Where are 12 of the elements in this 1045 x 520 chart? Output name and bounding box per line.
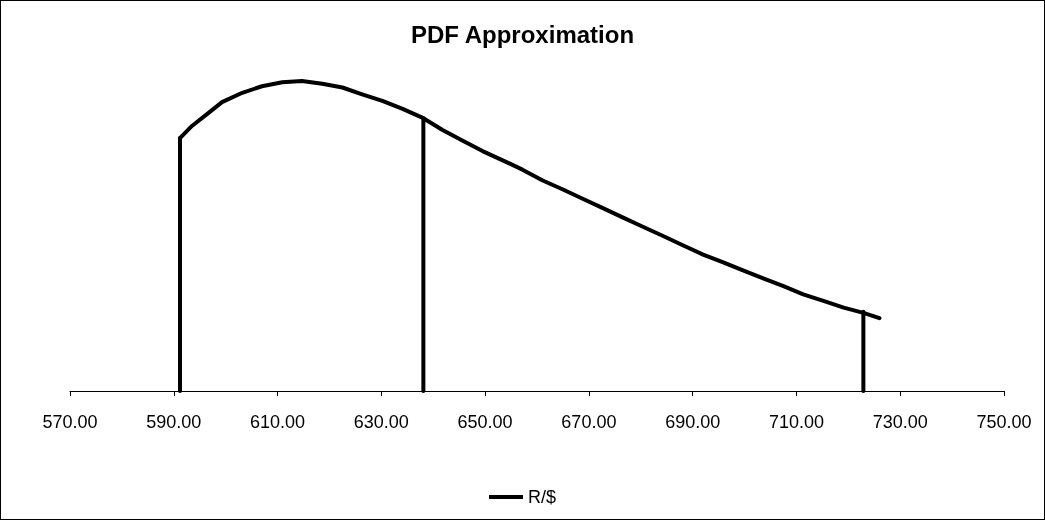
x-tick-label: 570.00 (42, 412, 98, 432)
x-tick-label: 670.00 (561, 412, 617, 432)
x-tick-label: 590.00 (146, 412, 202, 432)
chart-title: PDF Approximation (410, 20, 635, 48)
legend-label: R/$ (527, 487, 557, 507)
x-tick-label: 650.00 (457, 412, 513, 432)
x-tick-label: 630.00 (353, 412, 409, 432)
x-tick-label: 690.00 (665, 412, 721, 432)
x-tick-label: 750.00 (976, 412, 1032, 432)
x-tick-label: 730.00 (872, 412, 928, 432)
x-tick-label: 710.00 (768, 412, 824, 432)
x-tick-label: 610.00 (250, 412, 306, 432)
